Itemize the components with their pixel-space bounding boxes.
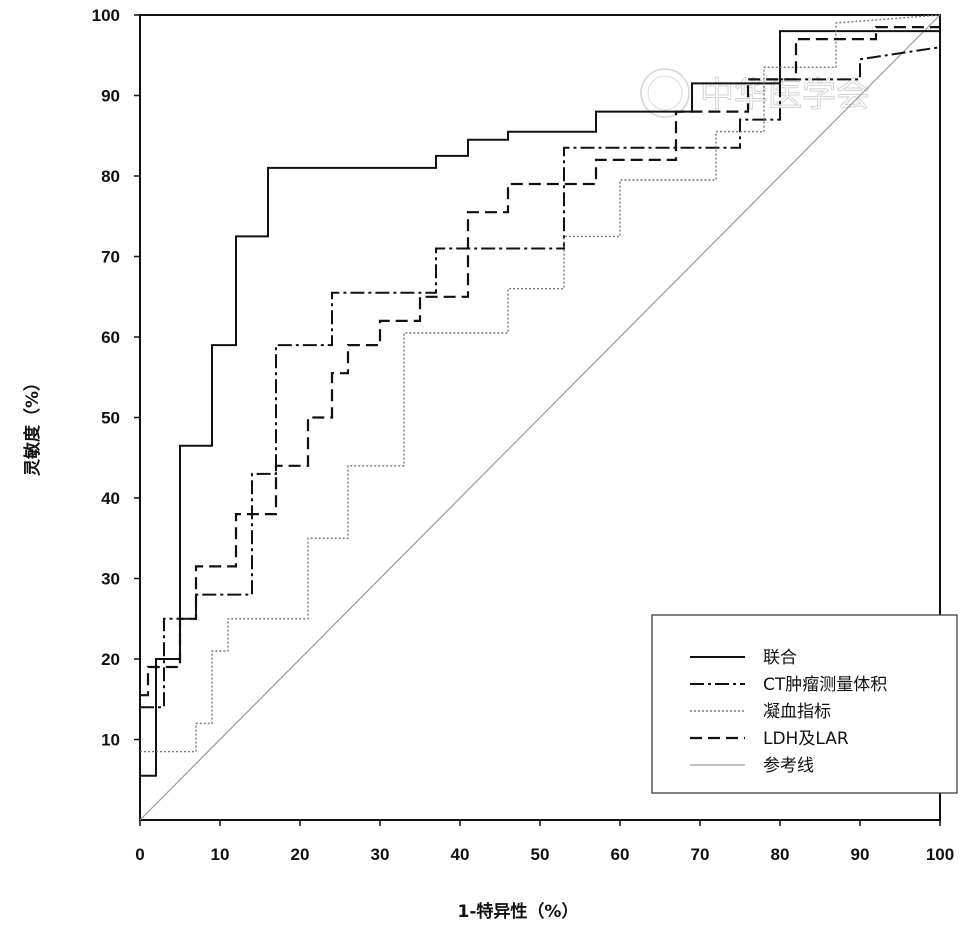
x-tick-label: 60	[611, 845, 630, 864]
x-tick-label: 10	[211, 845, 230, 864]
x-tick-label: 0	[135, 845, 144, 864]
x-tick-label: 100	[926, 845, 954, 864]
legend-label-reference: 参考线	[763, 756, 814, 776]
watermark-seal-icon	[640, 68, 690, 118]
y-tick-label: 50	[101, 409, 120, 428]
y-tick-label: 20	[101, 650, 120, 669]
legend-label-coagulation: 凝血指标	[763, 702, 831, 722]
y-axis-ticks: 10 20 30 40 50 60 70 80 90 100	[92, 6, 140, 750]
watermark-text: 中华医学会	[700, 75, 870, 115]
x-tick-label: 90	[851, 845, 870, 864]
series-line-reference	[139, 14, 941, 821]
y-tick-label: 90	[101, 87, 120, 106]
x-tick-label: 40	[451, 845, 470, 864]
y-tick-label: 70	[101, 248, 120, 267]
series-layer	[139, 14, 941, 821]
y-tick-label: 80	[101, 167, 120, 186]
legend-label-ct-tumor-volume: CT肿瘤测量体积	[763, 675, 887, 695]
y-axis-title: 灵敏度（%）	[22, 374, 43, 476]
y-tick-label: 100	[92, 6, 120, 25]
series-line-combined	[140, 30, 940, 777]
x-tick-label: 20	[291, 845, 310, 864]
series-line-ct-tumor-volume	[140, 46, 941, 709]
y-tick-label: 10	[101, 731, 120, 750]
series-line-ldh-lar	[140, 26, 940, 697]
x-tick-label: 50	[531, 845, 550, 864]
x-tick-label: 80	[771, 845, 790, 864]
y-tick-label: 40	[101, 489, 120, 508]
legend-box	[651, 614, 958, 794]
x-tick-label: 30	[371, 845, 390, 864]
x-tick-label: 70	[691, 845, 710, 864]
x-axis-title: 1-特异性（%）	[458, 901, 579, 922]
x-axis-ticks: 0 10 20 30 40 50 60 70 80 90 100	[135, 820, 954, 864]
y-tick-label: 60	[101, 328, 120, 347]
legend-label-combined: 联合	[763, 648, 797, 668]
legend-label-ldh-lar: LDH及LAR	[763, 729, 849, 749]
y-tick-label: 30	[101, 570, 120, 589]
watermark: 中华医学会	[640, 68, 871, 118]
